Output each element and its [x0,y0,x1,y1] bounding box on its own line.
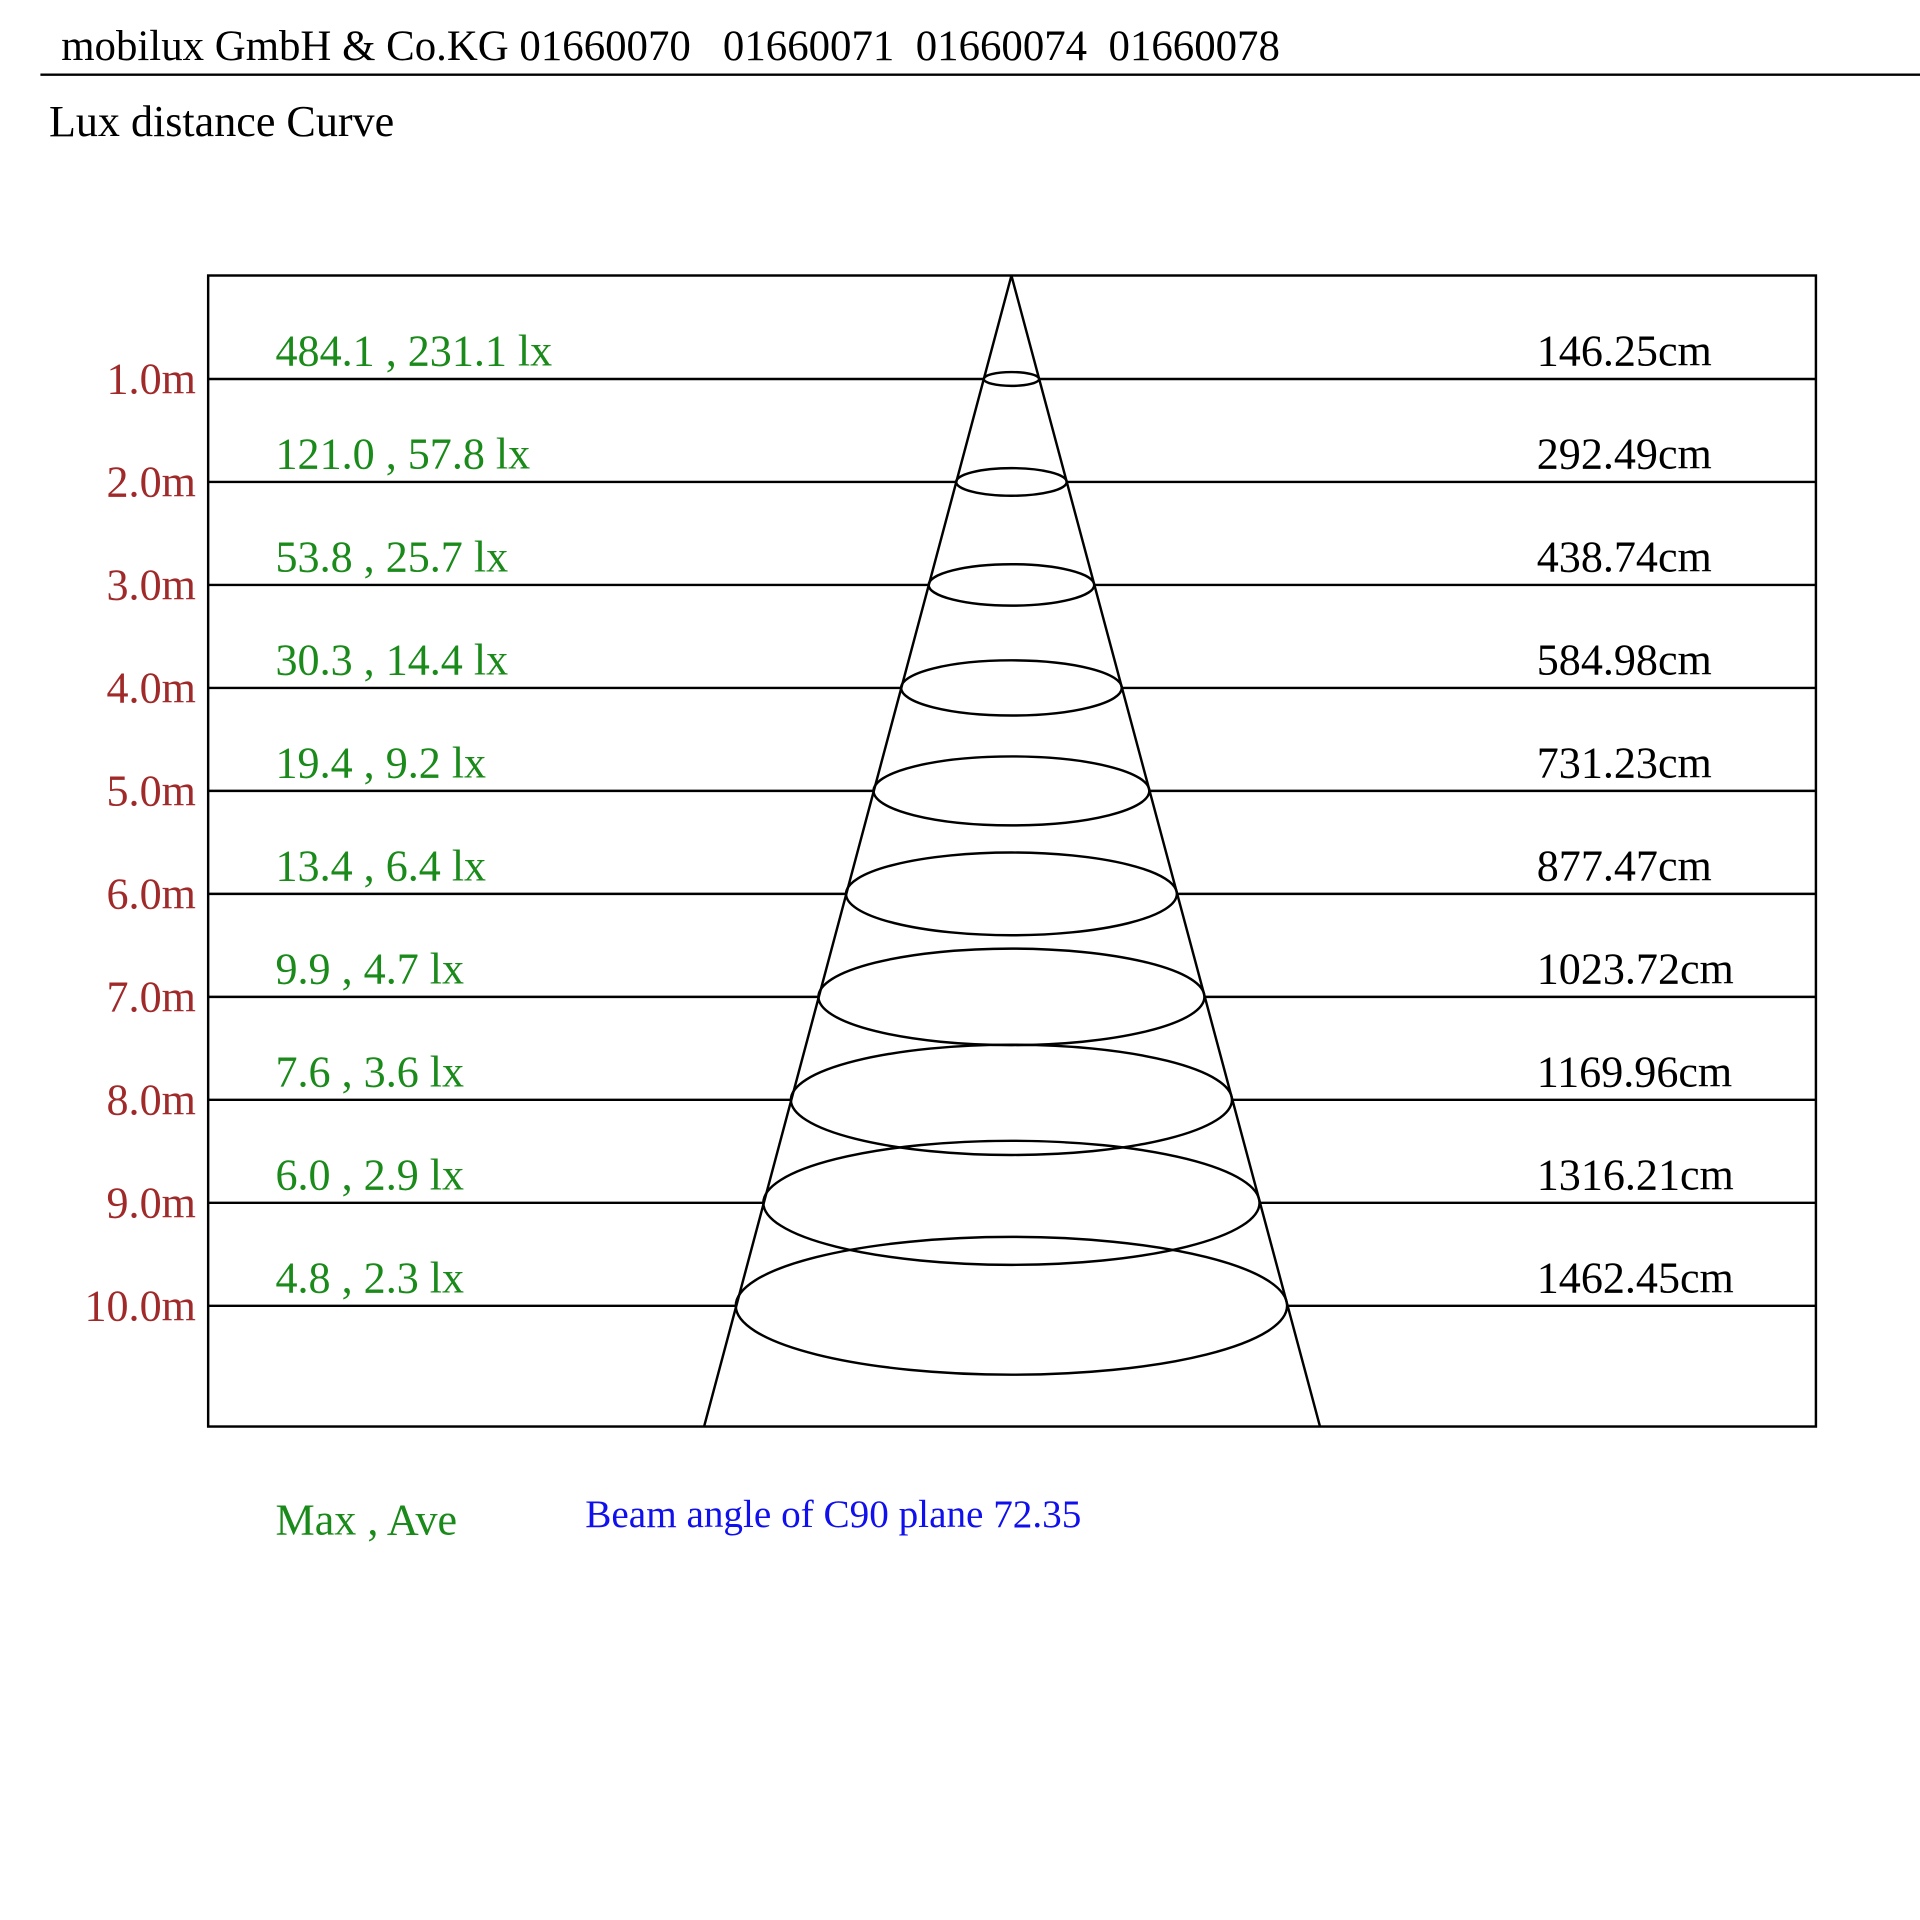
distance-label: 8.0m [107,1076,196,1125]
beam-ellipse [789,1043,1234,1157]
diameter-label: 1462.45cm [1537,1253,1734,1302]
diameter-label: 584.98cm [1537,635,1712,684]
lux-label: 6.0 , 2.9 lx [276,1150,465,1199]
lux-label: 9.9 , 4.7 lx [276,944,465,993]
beam-ellipse [762,1139,1261,1267]
distance-label: 3.0m [107,561,196,610]
beam-angle: Beam angle of C90 plane 72.35 [585,1493,1081,1536]
diameter-label: 731.23cm [1537,738,1712,787]
diameter-label: 438.74cm [1537,532,1712,581]
distance-label: 4.0m [107,664,196,713]
diameter-label: 1023.72cm [1537,944,1734,993]
distance-label: 9.0m [107,1179,196,1228]
beam-ellipse [982,370,1041,388]
beam-ellipse [734,1235,1289,1376]
subtitle: Lux distance Curve [49,97,394,146]
diameter-label: 1316.21cm [1537,1150,1734,1199]
lux-label: 53.8 , 25.7 lx [276,532,509,581]
cone-edge [702,275,1013,1427]
distance-label: 10.0m [84,1281,195,1330]
beam-ellipse [899,659,1123,717]
diameter-label: 292.49cm [1537,429,1712,478]
legend: Max , Ave [276,1495,458,1544]
header-title: mobilux GmbH & Co.KG 01660070 01660071 0… [61,23,1280,70]
lux-label: 121.0 , 57.8 lx [276,429,531,478]
lux-label: 30.3 , 14.4 lx [276,635,509,684]
beam-ellipse [954,466,1068,497]
distance-label: 5.0m [107,767,196,816]
beam-ellipse [927,563,1096,607]
lux-label: 19.4 , 9.2 lx [276,738,487,787]
lux-label: 4.8 , 2.3 lx [276,1253,465,1302]
beam-ellipse [872,755,1151,827]
diameter-label: 877.47cm [1537,841,1712,890]
distance-label: 6.0m [107,870,196,919]
lux-label: 484.1 , 231.1 lx [276,327,553,376]
beam-ellipse [844,851,1179,937]
diameter-label: 146.25cm [1537,327,1712,376]
lux-label: 7.6 , 3.6 lx [276,1047,465,1096]
lux-label: 13.4 , 6.4 lx [276,841,487,890]
beam-ellipse [817,947,1206,1047]
distance-label: 2.0m [107,458,196,507]
diameter-label: 1169.96cm [1537,1047,1732,1096]
distance-label: 1.0m [107,355,196,404]
distance-label: 7.0m [107,973,196,1022]
cone-edge [1010,275,1322,1427]
